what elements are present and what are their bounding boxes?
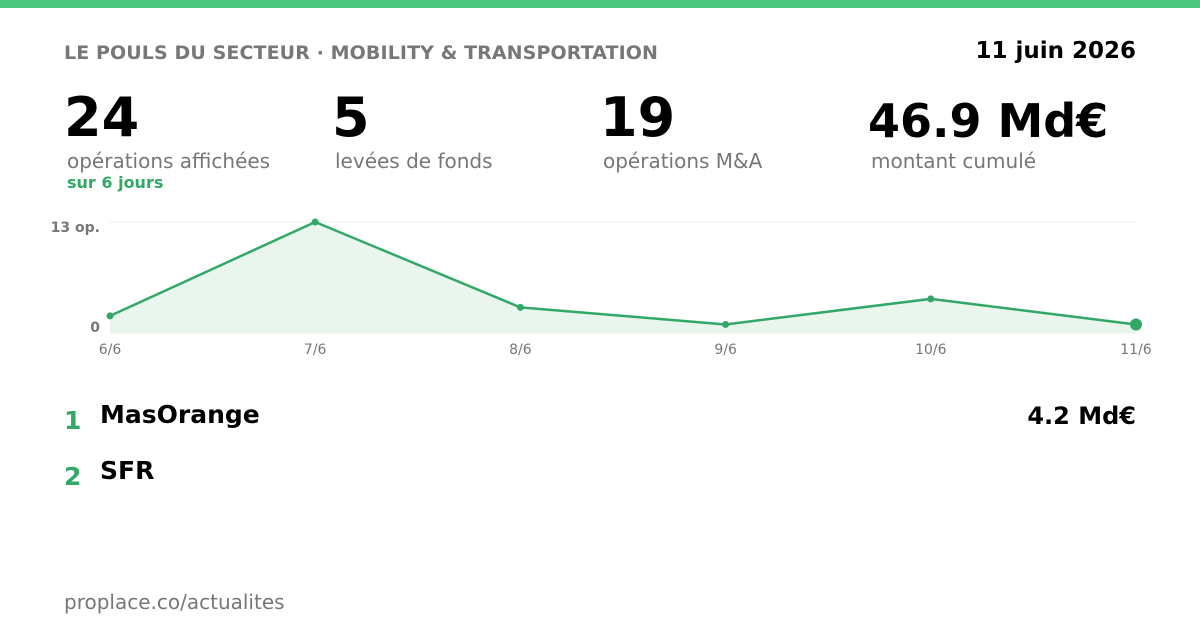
chart-area-fill (110, 222, 1136, 333)
chart-point-6-6 (106, 312, 114, 320)
chart-x-tick-label: 11/6 (1120, 342, 1152, 358)
ranking-item-1-name: MasOrange (100, 400, 260, 429)
stat-fundraising-value: 5 (332, 86, 370, 149)
ranking-item-2-number: 2 (64, 462, 82, 491)
stat-fundraising-label: levées de fonds (335, 149, 493, 173)
chart-x-tick-label: 9/6 (714, 342, 737, 358)
chart-x-tick-label: 7/6 (304, 342, 327, 358)
chart-x-tick-label: 6/6 (99, 342, 122, 358)
stat-mna-value: 19 (600, 86, 676, 149)
stat-amount: 46.9 Md€ montant cumulé (868, 86, 1108, 174)
stat-operations: 24 opérations affichées sur 6 jours (64, 86, 270, 192)
chart-y-tick-label: 0 (90, 320, 100, 336)
stat-mna-label: opérations M&A (603, 149, 763, 173)
chart-point-7-6 (311, 218, 319, 226)
stat-amount-label: montant cumulé (871, 149, 1037, 173)
ranking-item-1-number: 1 (64, 406, 82, 435)
chart-y-tick-label: 13 op. (51, 220, 100, 236)
stat-fundraising: 5 levées de fonds (332, 86, 493, 174)
chart-point-11-6 (1130, 318, 1142, 331)
stat-amount-value: 46.9 Md€ (868, 94, 1109, 148)
chart-x-tick-label: 8/6 (509, 342, 532, 358)
ranking-item-1-amount: 4.2 Md€ (1027, 402, 1136, 430)
stat-mna: 19 opérations M&A (600, 86, 762, 174)
stat-operations-label: opérations affichées (67, 149, 271, 173)
chart-point-10-6 (927, 295, 935, 303)
operations-line-chart: 13 op. 0 6/6 7/6 8/6 9/6 10/6 11/6 (51, 218, 1152, 358)
chart-point-8-6 (516, 303, 524, 311)
ranking-item-2-name: SFR (100, 456, 155, 485)
chart-series-line (109, 220, 1137, 326)
stat-operations-value: 24 (64, 86, 140, 149)
chart-x-tick-label: 10/6 (915, 342, 947, 358)
page-date: 11 juin 2026 (975, 38, 1136, 64)
page-title: LE POULS DU SECTEUR · MOBILITY & TRANSPO… (64, 42, 659, 64)
chart-point-9-6 (722, 320, 730, 328)
footer-url: proplace.co/actualites (64, 590, 285, 614)
stat-operations-period: sur 6 jours (67, 173, 164, 192)
top-accent-bar (0, 0, 1200, 8)
